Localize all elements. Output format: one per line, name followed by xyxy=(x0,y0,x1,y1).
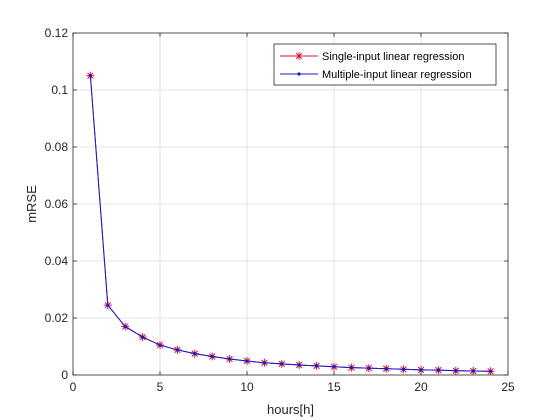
series-2-point xyxy=(245,359,249,363)
y-tick-label: 0.1 xyxy=(51,83,68,97)
x-tick-label: 25 xyxy=(501,380,515,394)
series-2-point xyxy=(332,365,336,369)
series-2-line xyxy=(89,75,491,372)
y-axis-label: mRSE xyxy=(24,185,39,223)
y-tick-label: 0.04 xyxy=(45,254,69,268)
y-tick-label: 0.12 xyxy=(45,26,69,40)
x-tick-label: 0 xyxy=(70,380,77,394)
series-2-point xyxy=(228,357,232,361)
legend-entry-2: Multiple-input linear regression xyxy=(280,69,472,81)
legend-swatch-marker xyxy=(297,72,301,76)
series-2-point xyxy=(471,369,475,373)
y-tick-label: 0.08 xyxy=(45,140,69,154)
y-tick-label: 0.02 xyxy=(45,311,69,325)
y-tick-label: 0.06 xyxy=(45,197,69,211)
legend-label: Multiple-input linear regression xyxy=(322,69,472,81)
series-2-point xyxy=(402,367,406,371)
series-2-point xyxy=(158,343,162,347)
series-2-point xyxy=(384,367,388,371)
axis-ticks xyxy=(72,32,509,376)
series-2-point xyxy=(454,369,458,373)
legend-label: Single-input linear regression xyxy=(322,51,464,63)
series-2 xyxy=(88,74,493,373)
legend-swatch-marker xyxy=(295,52,303,60)
series-layer xyxy=(86,71,495,376)
series-2-point xyxy=(349,365,353,370)
series-2-point xyxy=(88,74,92,78)
series-2-point xyxy=(436,368,440,372)
x-tick-label: 15 xyxy=(327,380,341,394)
series-2-point xyxy=(315,364,319,368)
series-2-point xyxy=(419,368,423,372)
series-2-point xyxy=(141,335,145,339)
legend: Single-input linear regression Multiple-i… xyxy=(273,43,497,86)
x-tick-label: 10 xyxy=(240,380,254,394)
x-tick-label: 5 xyxy=(157,380,164,394)
series-2-point xyxy=(210,354,214,359)
series-2-point xyxy=(297,363,301,367)
series-2-point xyxy=(123,324,127,329)
legend-box xyxy=(273,43,497,86)
grid-lines xyxy=(73,33,508,375)
legend-entry-1: Single-input linear regression xyxy=(280,51,464,63)
series-2-point xyxy=(262,361,266,365)
series-2-point xyxy=(489,369,493,373)
axis-tick-labels: 0 5 10 15 20 25 0 0.02 0.04 0.06 0.08 0.1 0.12 xyxy=(45,26,515,394)
series-2-point xyxy=(193,352,197,356)
x-axis-label: hours[h] xyxy=(267,402,314,417)
series-2-point xyxy=(175,348,179,352)
series-2-point xyxy=(280,362,284,366)
series-2-point xyxy=(367,366,371,370)
y-tick-label: 0 xyxy=(61,368,68,382)
x-tick-label: 20 xyxy=(414,380,428,394)
series-2-point xyxy=(106,303,110,307)
